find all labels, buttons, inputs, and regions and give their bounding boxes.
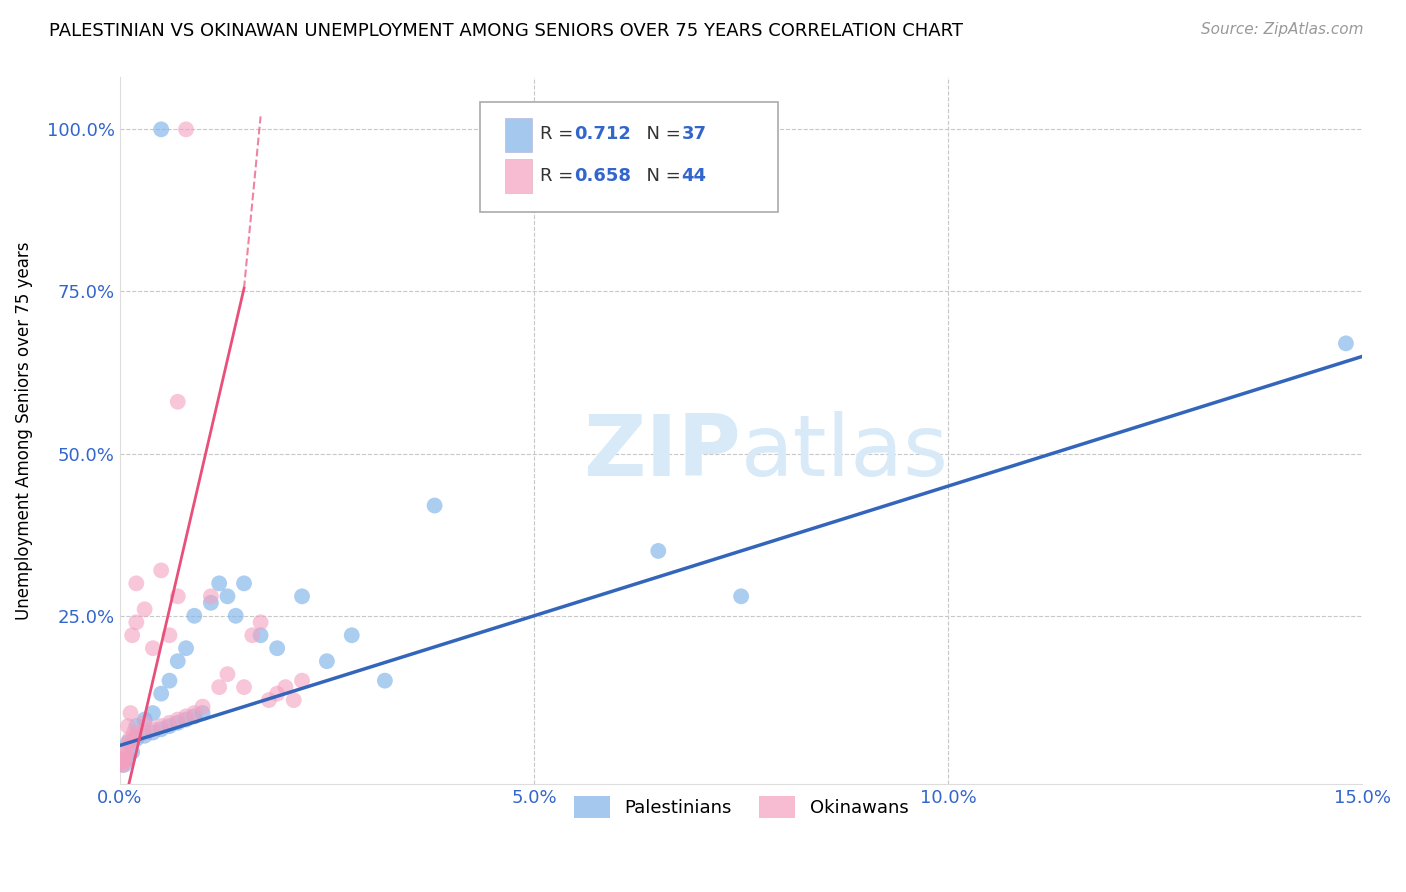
Point — [121, 628, 143, 642]
Point — [150, 563, 173, 577]
Point — [257, 693, 280, 707]
Text: 0.712: 0.712 — [575, 125, 631, 143]
Text: R =: R = — [540, 167, 579, 186]
Point — [174, 713, 197, 727]
Point — [174, 641, 197, 656]
Point — [166, 713, 188, 727]
Point — [117, 739, 139, 753]
Point — [225, 608, 247, 623]
Point — [142, 723, 165, 737]
Point — [118, 732, 141, 747]
Point — [159, 715, 181, 730]
Point — [200, 590, 222, 604]
Point — [291, 590, 314, 604]
Point — [112, 751, 135, 765]
Point — [150, 719, 173, 733]
Point — [134, 729, 156, 743]
Point — [340, 628, 363, 642]
Point — [166, 394, 188, 409]
Point — [730, 590, 752, 604]
Point — [125, 615, 148, 630]
Point — [112, 756, 135, 771]
Point — [142, 725, 165, 739]
Point — [283, 693, 305, 707]
Text: PALESTINIAN VS OKINAWAN UNEMPLOYMENT AMONG SENIORS OVER 75 YEARS CORRELATION CHA: PALESTINIAN VS OKINAWAN UNEMPLOYMENT AMO… — [49, 22, 963, 40]
Point — [142, 641, 165, 656]
Text: 44: 44 — [682, 167, 706, 186]
Point — [114, 748, 136, 763]
Point — [117, 751, 139, 765]
Point — [122, 725, 145, 739]
Point — [233, 680, 256, 694]
Point — [174, 709, 197, 723]
Bar — [505, 118, 533, 152]
Point — [374, 673, 396, 688]
Point — [291, 673, 314, 688]
Point — [166, 590, 188, 604]
Text: 37: 37 — [682, 125, 706, 143]
Point — [115, 745, 138, 759]
Text: R =: R = — [540, 125, 579, 143]
Point — [166, 654, 188, 668]
Point — [217, 667, 239, 681]
Point — [121, 745, 143, 759]
Point — [174, 122, 197, 136]
Point — [249, 628, 271, 642]
Point — [183, 709, 205, 723]
Text: 0.658: 0.658 — [575, 167, 631, 186]
FancyBboxPatch shape — [479, 103, 779, 211]
Point — [315, 654, 337, 668]
Point — [159, 628, 181, 642]
Point — [150, 122, 173, 136]
Point — [125, 732, 148, 747]
Point — [134, 715, 156, 730]
Point — [208, 576, 231, 591]
Point — [191, 699, 214, 714]
Point — [1334, 336, 1357, 351]
Point — [134, 725, 156, 739]
Point — [183, 608, 205, 623]
Text: ZIP: ZIP — [583, 410, 741, 493]
Point — [159, 673, 181, 688]
Point — [217, 590, 239, 604]
Point — [110, 758, 132, 772]
Point — [125, 729, 148, 743]
Point — [134, 602, 156, 616]
Text: atlas: atlas — [741, 410, 949, 493]
Point — [117, 735, 139, 749]
Point — [208, 680, 231, 694]
Point — [134, 713, 156, 727]
Point — [191, 706, 214, 720]
Point — [112, 758, 135, 772]
Bar — [505, 159, 533, 193]
Point — [121, 735, 143, 749]
Point — [274, 680, 297, 694]
Point — [150, 687, 173, 701]
Point — [240, 628, 263, 642]
Point — [125, 576, 148, 591]
Point — [200, 596, 222, 610]
Point — [266, 687, 288, 701]
Point — [647, 544, 669, 558]
Point — [423, 499, 446, 513]
Point — [120, 706, 142, 720]
Point — [114, 753, 136, 767]
Point — [125, 719, 148, 733]
Point — [111, 755, 134, 769]
Point — [142, 706, 165, 720]
Point — [233, 576, 256, 591]
Point — [150, 723, 173, 737]
Text: Source: ZipAtlas.com: Source: ZipAtlas.com — [1201, 22, 1364, 37]
Point — [159, 719, 181, 733]
Y-axis label: Unemployment Among Seniors over 75 years: Unemployment Among Seniors over 75 years — [15, 242, 32, 620]
Point — [249, 615, 271, 630]
Point — [183, 706, 205, 720]
Text: N =: N = — [636, 167, 688, 186]
Text: N =: N = — [636, 125, 688, 143]
Point — [166, 715, 188, 730]
Point — [117, 719, 139, 733]
Legend: Palestinians, Okinawans: Palestinians, Okinawans — [567, 789, 915, 825]
Point — [266, 641, 288, 656]
